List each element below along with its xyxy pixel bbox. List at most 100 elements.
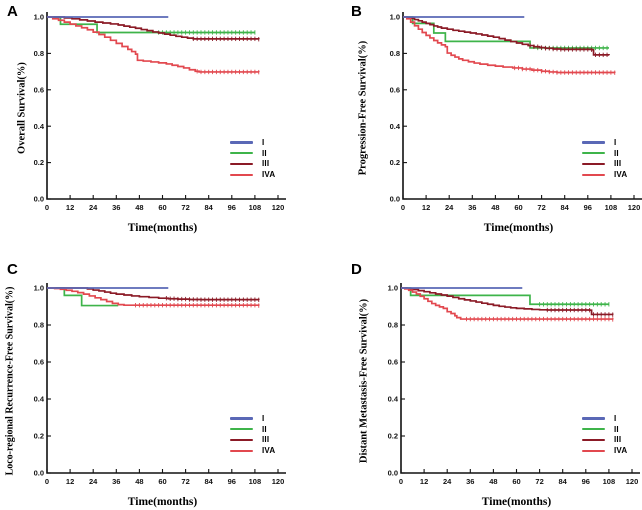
legend-label-I: I: [614, 413, 617, 423]
y-axis-label-b: Progression-Free Survival(%): [357, 40, 369, 176]
y-tick-label: 0.2: [390, 158, 400, 167]
x-tick-label: 48: [135, 477, 143, 486]
legend-line-IVA: [582, 173, 605, 176]
x-tick-label: 108: [605, 203, 618, 212]
x-tick-label: 108: [249, 477, 262, 486]
survival-curve-III: [47, 287, 260, 301]
x-tick-label: 60: [158, 203, 166, 212]
survival-plot-d: 0 12 24 36 48 60 72 84 96 108 120 1.0 0.8 0.6 0.4 0.2 0.…: [388, 283, 640, 486]
y-tick-label: 0.0: [34, 195, 44, 204]
x-tick-label: 72: [181, 203, 189, 212]
legend-label-II: II: [614, 424, 619, 434]
legend-entry-IVA: IVA: [582, 169, 627, 180]
x-tick-label: 0: [399, 477, 403, 486]
x-tick-label: 120: [272, 477, 285, 486]
y-tick-label: 0.6: [390, 85, 400, 94]
x-tick-label: 24: [443, 477, 452, 486]
x-tick-label: 108: [249, 203, 262, 212]
x-axis-label-d: Time(months): [481, 496, 552, 508]
legend-label-IVA: IVA: [262, 446, 276, 456]
x-tick-label: 24: [445, 203, 454, 212]
legend-label-III: III: [262, 159, 270, 169]
legend-entry-II: II: [582, 148, 627, 159]
y-tick-label: 0.4: [34, 395, 45, 404]
legend-entry-I: I: [582, 137, 627, 148]
legend-a: I II III IVA: [230, 137, 275, 180]
y-tick-label: 0.8: [388, 321, 398, 330]
y-tick-label: 0.4: [388, 395, 399, 404]
x-tick-label: 120: [628, 203, 641, 212]
legend-label-III: III: [614, 435, 622, 445]
x-tick-label: 60: [158, 477, 166, 486]
y-tick-label: 0.6: [388, 358, 398, 367]
x-tick-label: 36: [112, 203, 120, 212]
x-tick-label: 48: [135, 203, 143, 212]
panel-letter-b: B: [351, 3, 362, 20]
x-tick-label: 36: [112, 477, 120, 486]
y-tick-label: 0.2: [34, 432, 44, 441]
legend-label-IVA: IVA: [262, 170, 276, 180]
y-tick-label: 0.0: [390, 195, 400, 204]
x-tick-label: 120: [626, 477, 639, 486]
x-tick-label: 84: [205, 203, 214, 212]
y-tick-label: 0.8: [390, 49, 400, 58]
survival-curve-III: [47, 16, 260, 40]
legend-line-II: [230, 152, 253, 155]
legend-line-II: [582, 428, 605, 431]
legend-line-I: [230, 141, 253, 144]
legend-entry-IVA: IVA: [230, 445, 275, 456]
legend-label-III: III: [262, 435, 270, 445]
x-tick-label: 36: [468, 203, 476, 212]
x-tick-label: 0: [45, 203, 49, 212]
legend-entry-II: II: [582, 424, 627, 435]
x-tick-label: 24: [89, 203, 98, 212]
y-tick-label: 0.4: [34, 122, 45, 131]
legend-entry-I: I: [230, 413, 275, 424]
panel-letter-d: D: [351, 261, 362, 278]
x-tick-label: 72: [181, 477, 189, 486]
legend-c: I II III IVA: [230, 413, 275, 456]
legend-label-IVA: IVA: [614, 446, 628, 456]
legend-label-III: III: [614, 159, 622, 169]
legend-entry-II: II: [230, 424, 275, 435]
x-tick-label: 72: [535, 477, 543, 486]
survival-plot-b: 0 12 24 36 48 60 72 84 96 108 120 1.0 0.8 0.6 0.4 0.2 0.…: [390, 12, 642, 212]
x-tick-label: 72: [537, 203, 545, 212]
x-tick-label: 12: [66, 477, 74, 486]
survival-curve-II: [47, 287, 119, 307]
legend-entry-III: III: [230, 435, 275, 446]
legend-entry-I: I: [582, 413, 627, 424]
legend-line-I: [582, 417, 605, 420]
x-tick-label: 48: [491, 203, 499, 212]
x-axis-label-a: Time(months): [127, 222, 198, 234]
x-tick-label: 0: [401, 203, 405, 212]
x-tick-label: 108: [603, 477, 616, 486]
y-axis-label-c: Loco-regional Recurrence-Free Survival(%…: [4, 286, 16, 475]
legend-label-II: II: [262, 148, 267, 158]
y-tick-label: 0.6: [34, 85, 44, 94]
survival-curve-II: [403, 16, 609, 49]
x-tick-label: 120: [272, 203, 285, 212]
legend-line-IVA: [582, 449, 605, 452]
x-tick-label: 96: [228, 477, 236, 486]
x-tick-label: 24: [89, 477, 98, 486]
y-tick-label: 1.0: [34, 13, 44, 22]
x-tick-label: 96: [582, 477, 590, 486]
panel-a: 0 12 24 36 48 60 72 84 96 108 120 1.0 0.8 0.6 0.4 0.2 0.…: [0, 0, 321, 255]
x-tick-label: 12: [420, 477, 428, 486]
y-tick-label: 0.0: [34, 469, 44, 478]
panel-c: 0 12 24 36 48 60 72 84 96 108 120 1.0 0.8 0.6 0.4 0.2 0.…: [0, 255, 321, 510]
survival-plot-c: 0 12 24 36 48 60 72 84 96 108 120 1.0 0.8 0.6 0.4 0.2 0.…: [34, 283, 286, 486]
legend-label-I: I: [614, 137, 617, 147]
panel-d: 0 12 24 36 48 60 72 84 96 108 120 1.0 0.8 0.6 0.4 0.2 0.…: [321, 255, 642, 510]
y-tick-label: 0.2: [388, 432, 398, 441]
x-tick-label: 84: [559, 477, 568, 486]
y-tick-label: 0.6: [34, 358, 44, 367]
legend-entry-II: II: [230, 148, 275, 159]
legend-line-IVA: [230, 449, 253, 452]
x-tick-label: 84: [205, 477, 214, 486]
y-axis-label-d: Distant Metastasis-Free Survival(%): [358, 298, 370, 463]
x-axis-label-b: Time(months): [483, 222, 554, 234]
panel-letter-c: C: [7, 261, 18, 278]
